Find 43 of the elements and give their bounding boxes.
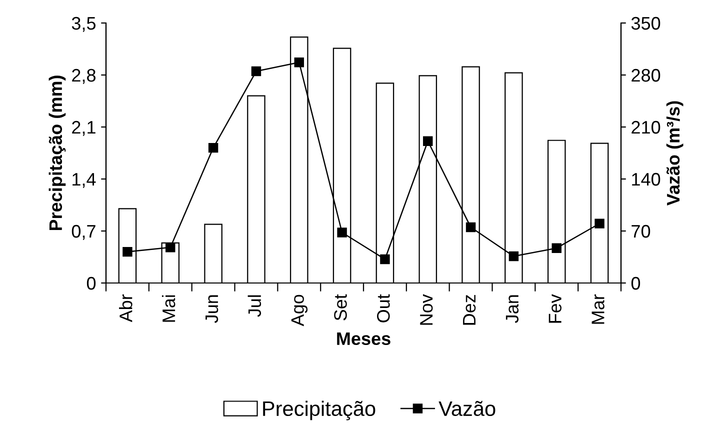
point (337, 228, 347, 238)
y2-tick-label: 210 (632, 120, 660, 134)
y2-tick-label: 70 (632, 224, 650, 238)
point (122, 246, 132, 257)
y-tick-label: 0 (86, 276, 96, 290)
x-tick-label: Mar (592, 294, 604, 324)
point (294, 58, 304, 68)
x-tick-label: Ago (291, 294, 308, 326)
point (594, 218, 604, 228)
y-axis-title: Precipitação (mm) (48, 76, 66, 230)
bar (204, 224, 222, 283)
y2-tick-label: 280 (632, 68, 660, 82)
y2-tick-label: 140 (632, 172, 660, 186)
point (251, 66, 262, 76)
x-tick-label: Dez (463, 295, 476, 325)
x-tick-label: Out (377, 294, 390, 322)
y2-tick-label: 0 (631, 276, 640, 290)
y-tick-label: 2,1 (72, 120, 96, 136)
x-tick-label: Mai (162, 295, 176, 322)
point (208, 142, 218, 153)
y-tick-label: 2,8 (72, 68, 96, 84)
y2-axis-title: Vazão (m³/s) (666, 101, 684, 206)
x-tick-label: Set (334, 294, 347, 320)
point (466, 222, 476, 232)
y2-tick-label: 350 (631, 16, 660, 30)
legend-label: Vazão (438, 400, 496, 416)
x-tick-label: Jul (248, 295, 262, 317)
point (166, 242, 176, 252)
y-tick-label: 0,7 (72, 224, 96, 240)
point (552, 243, 562, 253)
x-tick-label: Abr (119, 294, 132, 322)
x-tick-label: Fev (548, 294, 562, 323)
point (423, 136, 433, 146)
y-tick-label: 1,4 (72, 173, 96, 188)
legend-label: Precipitação (263, 400, 376, 420)
x-tick-label: Jun (206, 295, 218, 323)
x-tick-label: Jan (506, 295, 519, 323)
bar (247, 95, 266, 283)
y-tick-label: 3,5 (72, 16, 96, 32)
point (380, 254, 390, 264)
point (508, 251, 519, 262)
x-axis-title: Meses (337, 332, 390, 346)
x-tick-label: Nov (420, 294, 433, 325)
